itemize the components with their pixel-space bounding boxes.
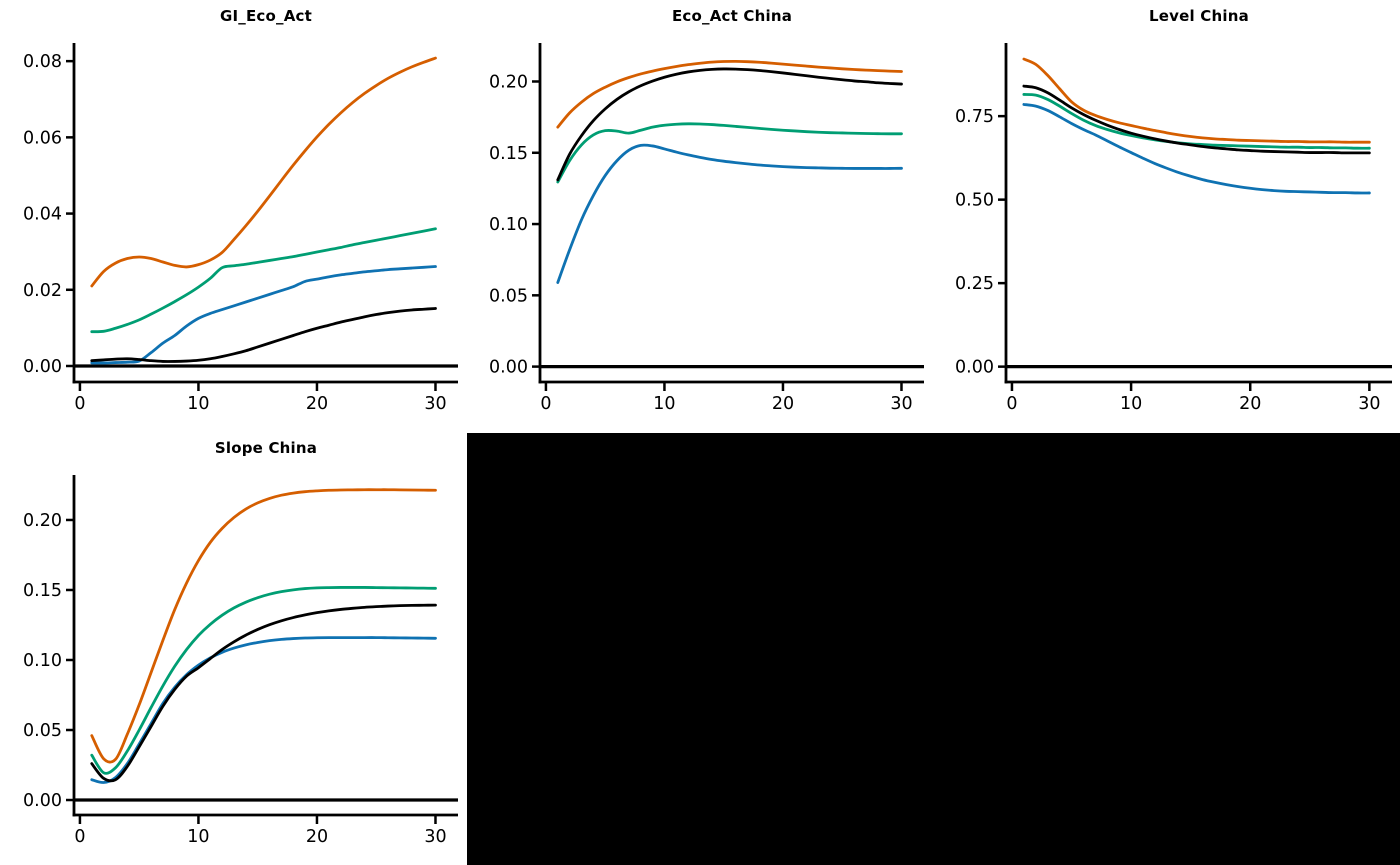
line-green xyxy=(90,586,437,775)
line-black xyxy=(556,67,903,182)
chart-gi-eco-act: GI_Eco_Act 0.00 0.02 0.04 0.06 0.08 0 10 20 30 xyxy=(0,0,466,432)
y-tick-label: 0.50 xyxy=(955,191,994,211)
plot-level-china: 0.00 0.25 0.50 0.75 0 10 20 30 xyxy=(955,43,1392,414)
x-tick-label: 0 xyxy=(74,394,85,414)
y-tick-label: 0.02 xyxy=(23,281,62,301)
x-tick-label: 10 xyxy=(1120,394,1142,414)
y-tick-label: 0.04 xyxy=(23,205,62,225)
line-orange xyxy=(90,56,437,288)
y-tick-label: 0.05 xyxy=(489,286,528,306)
line-black xyxy=(90,603,437,783)
line-black xyxy=(1022,84,1371,155)
line-green xyxy=(90,227,437,334)
y-tick-label: 0.20 xyxy=(23,511,62,531)
line-orange xyxy=(556,59,903,129)
chart-eco-act-china: Eco_Act China 0.00 0.05 0.10 0.15 0.20 0 10 20 3… xyxy=(466,0,932,432)
x-tick-label: 10 xyxy=(187,394,209,414)
x-tick-label: 20 xyxy=(306,394,328,414)
x-tick-label: 10 xyxy=(653,394,675,414)
line-orange xyxy=(1022,57,1371,144)
line-blue xyxy=(1022,103,1371,195)
chart-slope-china: Slope China 0.00 0.05 0.10 0.15 0.20 0 10 20 30 xyxy=(0,432,466,865)
y-tick-label: 0.15 xyxy=(489,144,528,164)
y-tick-label: 0.08 xyxy=(23,52,62,72)
y-tick-label: 0.20 xyxy=(489,72,528,92)
x-tick-label: 30 xyxy=(424,827,446,847)
x-tick-label: 0 xyxy=(74,827,85,847)
line-orange xyxy=(90,488,437,764)
line-black xyxy=(90,307,437,363)
line-blue xyxy=(90,265,437,365)
x-tick-label: 0 xyxy=(540,394,551,414)
plot-gi-eco-act: 0.00 0.02 0.04 0.06 0.08 0 10 20 30 xyxy=(23,43,458,414)
y-tick-label: 0.05 xyxy=(23,721,62,741)
chart-title-level-china: Level China xyxy=(1149,7,1249,25)
x-tick-label: 30 xyxy=(1358,394,1380,414)
y-tick-label: 0.00 xyxy=(23,357,62,377)
black-panel xyxy=(467,433,1400,865)
x-tick-label: 30 xyxy=(890,394,912,414)
x-tick-label: 30 xyxy=(424,394,446,414)
y-tick-label: 0.00 xyxy=(23,791,62,811)
y-tick-label: 0.15 xyxy=(23,581,62,601)
y-tick-label: 0.06 xyxy=(23,128,62,148)
y-tick-label: 0.00 xyxy=(489,358,528,378)
chart-title-gi-eco-act: GI_Eco_Act xyxy=(219,7,312,25)
y-tick-label: 0.00 xyxy=(955,358,994,378)
x-tick-label: 20 xyxy=(306,827,328,847)
x-tick-label: 20 xyxy=(1239,394,1261,414)
chart-level-china: Level China 0.00 0.25 0.50 0.75 0 10 20 30 xyxy=(932,0,1400,432)
line-blue xyxy=(556,143,903,284)
chart-title-slope-china: Slope China xyxy=(214,439,318,457)
line-green xyxy=(1022,93,1371,150)
y-tick-label: 0.10 xyxy=(23,651,62,671)
x-tick-label: 0 xyxy=(1006,394,1017,414)
y-tick-label: 0.25 xyxy=(955,274,994,294)
plot-eco-act-china: 0.00 0.05 0.10 0.15 0.20 0 10 20 30 xyxy=(489,43,924,414)
y-tick-label: 0.75 xyxy=(955,107,994,127)
chart-title-eco-act-china: Eco_Act China xyxy=(671,7,793,25)
line-blue xyxy=(90,636,437,784)
y-tick-label: 0.10 xyxy=(489,215,528,235)
line-green xyxy=(556,122,903,184)
x-tick-label: 20 xyxy=(772,394,794,414)
x-tick-label: 10 xyxy=(187,827,209,847)
plot-slope-china: 0.00 0.05 0.10 0.15 0.20 0 10 20 30 xyxy=(23,475,458,847)
